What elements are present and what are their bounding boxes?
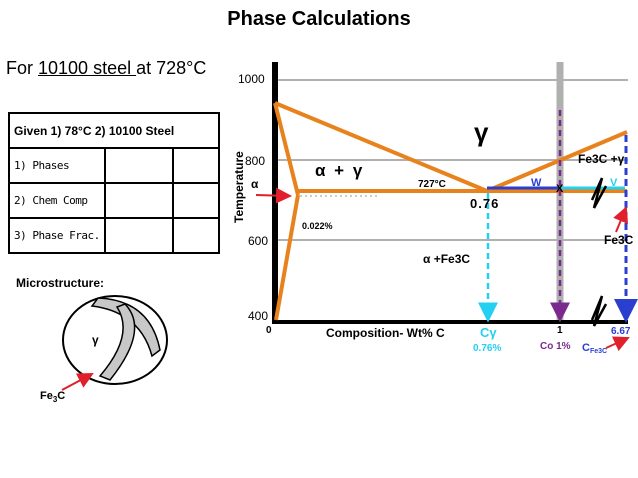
- eutectoid-temp-label: 727°C: [418, 179, 446, 190]
- c-gamma-label: Cγ: [480, 325, 497, 340]
- axis-break-upper: [590, 177, 608, 209]
- x-axis-label: Composition- Wt% C: [326, 326, 445, 340]
- problem-statement: For 10100 steel at 728°C: [6, 58, 206, 79]
- phase-boundaries: [273, 101, 628, 321]
- table-cell: [103, 147, 174, 184]
- problem-prefix: For: [6, 58, 39, 78]
- steel-grade: 10100 steel: [38, 58, 137, 78]
- y-axis-label: Temperature: [232, 151, 246, 223]
- fe3c-comp-label: 6.67: [611, 326, 631, 337]
- fe3c-gamma-region-label: Fe3C +γ: [578, 152, 625, 166]
- c-fe3c-arrow: [605, 336, 630, 352]
- microstructure-grain: γ: [61, 295, 168, 391]
- page-title: Phase Calculations: [227, 8, 411, 30]
- eutectoid-comp-label: 0.76: [470, 196, 499, 211]
- table-cell: [103, 182, 174, 219]
- row-label-phase-frac: 3) Phase Frac.: [8, 217, 106, 254]
- gamma-grain-label: γ: [92, 333, 99, 347]
- c-fe3c-label: CFe3C: [582, 342, 607, 355]
- row-label-chem-comp: 2) Chem Comp: [8, 182, 106, 219]
- fe3c-arrow: [61, 373, 94, 391]
- y-tick-1000: 1000: [238, 72, 265, 86]
- y-tick-600: 600: [248, 234, 268, 248]
- table-row: 1) Phases: [8, 147, 221, 184]
- gridlines: [275, 79, 628, 241]
- table-cell: [103, 217, 174, 254]
- calc-table: Given 1) 78°C 2) 10100 Steel 1) Phases 2…: [8, 112, 221, 254]
- axis-break-lower: [590, 295, 608, 327]
- alpha-fe3c-region-label: α +Fe3C: [423, 252, 470, 266]
- table-header-row: Given 1) 78°C 2) 10100 Steel: [8, 112, 220, 149]
- table-row: 2) Chem Comp: [8, 182, 221, 219]
- microstructure-fe3c-label: Fe3C: [40, 390, 66, 405]
- table-cell: [171, 217, 221, 254]
- c-gamma-value: 0.76%: [473, 343, 501, 354]
- table-cell: [171, 147, 221, 184]
- microstructure-label: Microstructure:: [16, 276, 105, 290]
- alpha-arrow: [255, 187, 292, 204]
- table-header: Given 1) 78°C 2) 10100 Steel: [8, 112, 220, 149]
- w-label: W: [531, 177, 542, 189]
- row-label-phases: 1) Phases: [8, 147, 106, 184]
- x-origin-label: 0: [266, 325, 272, 336]
- alpha-solubility-label: 0.022%: [302, 221, 333, 231]
- y-tick-800: 800: [245, 154, 265, 168]
- alpha-label: α: [251, 177, 259, 191]
- fe3c-line-arrow: [613, 206, 628, 233]
- y-tick-400: 400: [248, 309, 268, 323]
- table-row: 3) Phase Frac.: [8, 217, 221, 254]
- table-cell: [171, 182, 221, 219]
- gamma-region-label: γ: [474, 117, 489, 147]
- alpha-gamma-region-label: α + γ: [315, 161, 364, 180]
- x-mark: X: [556, 183, 564, 195]
- fe3c-right-label: Fe3C: [604, 233, 634, 247]
- co-label: Co 1%: [540, 341, 571, 352]
- v-label: V: [610, 177, 618, 189]
- x-tick-1: 1: [557, 325, 563, 336]
- problem-suffix: at 728°C: [136, 58, 207, 78]
